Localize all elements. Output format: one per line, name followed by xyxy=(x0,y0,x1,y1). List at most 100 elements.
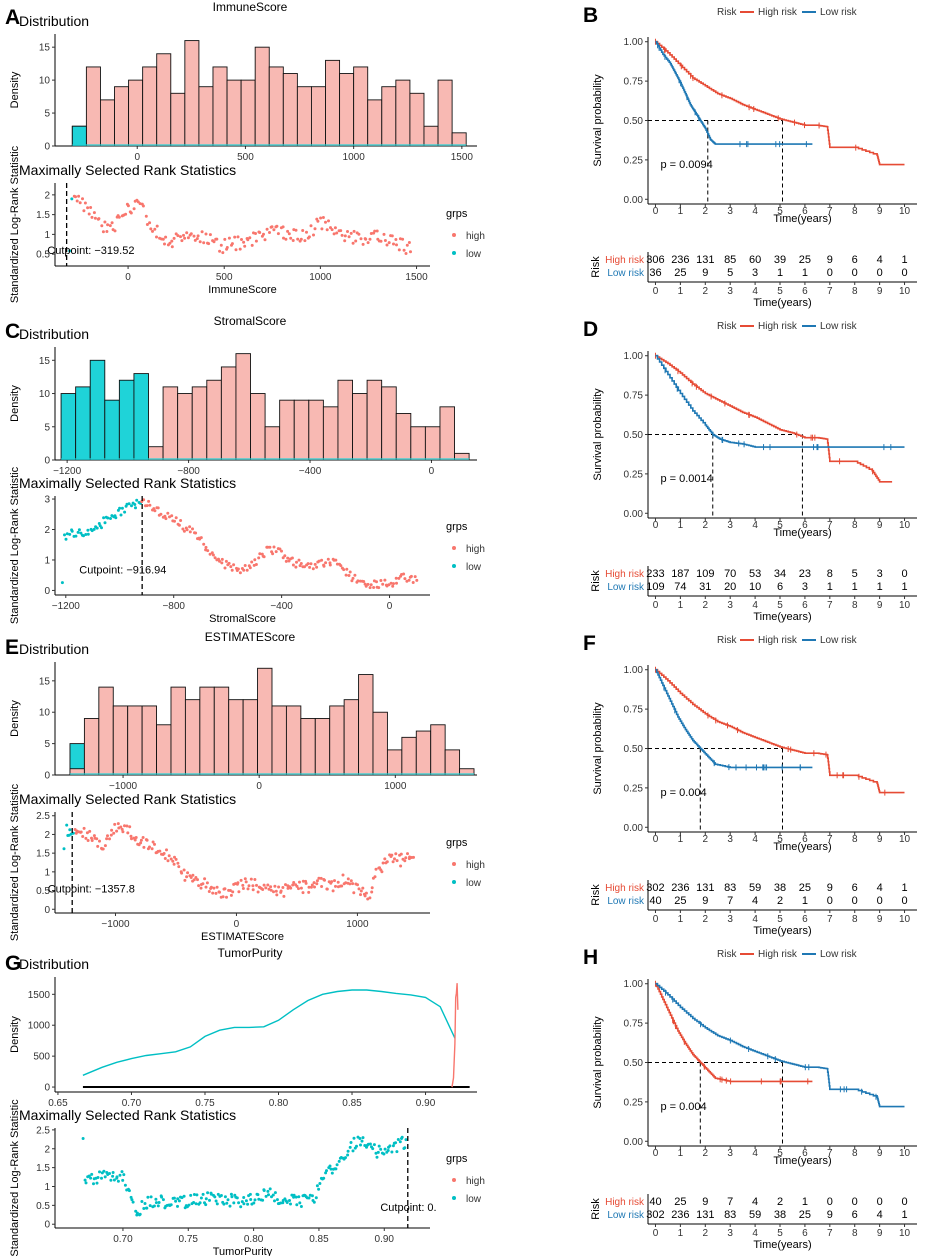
scatter-point-low xyxy=(229,1192,233,1196)
scatter-point-high xyxy=(379,579,383,582)
scatter-point-low xyxy=(138,1212,142,1216)
hist-bar-high xyxy=(395,79,411,147)
scatter-point-high xyxy=(407,578,411,582)
scatter-point-high xyxy=(319,216,323,220)
x-tick-label: 6 xyxy=(802,520,808,531)
scatter-point-low xyxy=(273,1199,276,1203)
scatter-point-low xyxy=(135,1211,139,1215)
x-tick-label: 0.80 xyxy=(269,1098,289,1109)
scatter-point-low xyxy=(262,1189,266,1192)
scatter-point-low xyxy=(400,1135,404,1139)
risk-x-tick-label: 3 xyxy=(727,600,733,611)
hist-bar-high xyxy=(444,749,461,776)
scatter-point-low xyxy=(157,1201,161,1204)
scatter-point-low xyxy=(204,1197,208,1201)
scatter-point-high xyxy=(366,241,370,245)
y-tick-label: 1000 xyxy=(28,1021,51,1032)
scatter-point-low xyxy=(176,1197,180,1201)
scatter-point-low xyxy=(146,1195,150,1199)
x-tick-label: 1 xyxy=(678,520,684,531)
scatter-point-high xyxy=(401,237,405,241)
scatter-point-high xyxy=(106,223,110,227)
hist-bar-high xyxy=(99,99,115,147)
scatter-point-high xyxy=(151,229,154,233)
scatter-point-high xyxy=(204,885,208,889)
scatter-point-high xyxy=(106,834,109,838)
panel-label: F xyxy=(583,632,596,655)
x-tick-label: 0.90 xyxy=(375,1234,395,1245)
x-tick-label: 0.85 xyxy=(309,1234,329,1245)
hist-bar-high xyxy=(300,718,316,776)
risk-x-tick-label: 4 xyxy=(752,914,758,925)
scatter-point-high xyxy=(236,235,240,239)
risk-x-tick-label: 5 xyxy=(777,1228,783,1239)
risk-count: 20 xyxy=(724,581,736,593)
scatter-point-high xyxy=(123,824,126,828)
scatter-point-low xyxy=(214,1199,218,1203)
hist-bar-high xyxy=(162,386,179,461)
x-tick-label: 8 xyxy=(852,1148,858,1159)
hist-bar-high xyxy=(339,73,355,147)
scatter-point-high xyxy=(87,212,91,216)
risk-x-tick-label: 7 xyxy=(827,286,833,297)
hist-bar-high xyxy=(367,99,383,147)
hist-bar-high xyxy=(322,406,339,461)
scatter-point-high xyxy=(284,559,288,563)
scatter-point-high xyxy=(105,230,109,233)
scatter-point-high xyxy=(336,880,340,884)
risk-count: 4 xyxy=(877,1209,883,1221)
scatter-point-high xyxy=(110,828,114,832)
risk-count: 38 xyxy=(774,882,786,894)
hist-bar-high xyxy=(220,366,237,461)
risk-x-tick-label: 8 xyxy=(852,600,858,611)
scatter-point-low xyxy=(322,1176,326,1180)
scatter-point-high xyxy=(241,883,245,887)
scatter-point-high xyxy=(281,556,285,560)
distribution-subtitle: Distribution xyxy=(19,641,89,657)
scatter-point-low xyxy=(219,1194,223,1197)
scatter-point-high xyxy=(228,889,232,892)
scatter-point-low xyxy=(359,1143,362,1147)
scatter-point-low xyxy=(225,1201,229,1205)
scatter-point-low xyxy=(97,522,101,525)
scatter-point-low xyxy=(317,1187,321,1191)
hist-bar-high xyxy=(358,674,374,776)
scatter-point-low xyxy=(143,1202,147,1205)
scatter-point-high xyxy=(312,233,315,237)
scatter-point-high xyxy=(197,884,201,888)
scatter-point-low xyxy=(109,1178,113,1182)
risk-row-label: Low risk xyxy=(607,896,645,907)
scatter-point-low xyxy=(295,1203,299,1207)
scatter-point-high xyxy=(264,886,268,890)
scatter-point-high xyxy=(174,857,178,861)
scatter-point-low xyxy=(95,1181,99,1185)
scatter-point-low xyxy=(92,1182,95,1186)
scatter-point-low xyxy=(106,516,110,520)
x-axis-label: TumorPurity xyxy=(213,1246,273,1256)
scatter-point-low xyxy=(109,517,112,520)
scatter-point-low xyxy=(60,581,64,585)
scatter-point-low xyxy=(228,1204,232,1208)
scatter-point-high xyxy=(313,885,316,889)
risk-count: 25 xyxy=(674,267,686,279)
legend-title: Risk xyxy=(717,7,737,18)
scatter-point-low xyxy=(248,1192,252,1196)
x-tick-label: −800 xyxy=(177,466,200,477)
y-tick-label: 0.5 xyxy=(36,250,50,261)
scatter-point-high xyxy=(349,231,353,235)
risk-count: 131 xyxy=(696,254,714,266)
scatter-point-high xyxy=(301,229,305,232)
scatter-point-low xyxy=(108,1172,111,1175)
p-value: p = 0.004 xyxy=(660,787,706,799)
hist-bar-high xyxy=(112,705,129,776)
scatter-point-high xyxy=(270,225,274,229)
scatter-point-high xyxy=(381,861,385,865)
y-tick-label: 1 xyxy=(44,555,50,566)
risk-count: 306 xyxy=(646,254,664,266)
scatter-point-high xyxy=(148,845,151,849)
scatter-point-high xyxy=(169,857,173,861)
risk-x-tick-label: 8 xyxy=(852,286,858,297)
scatter-point-low xyxy=(195,1193,199,1197)
scatter-point-high xyxy=(74,195,77,199)
